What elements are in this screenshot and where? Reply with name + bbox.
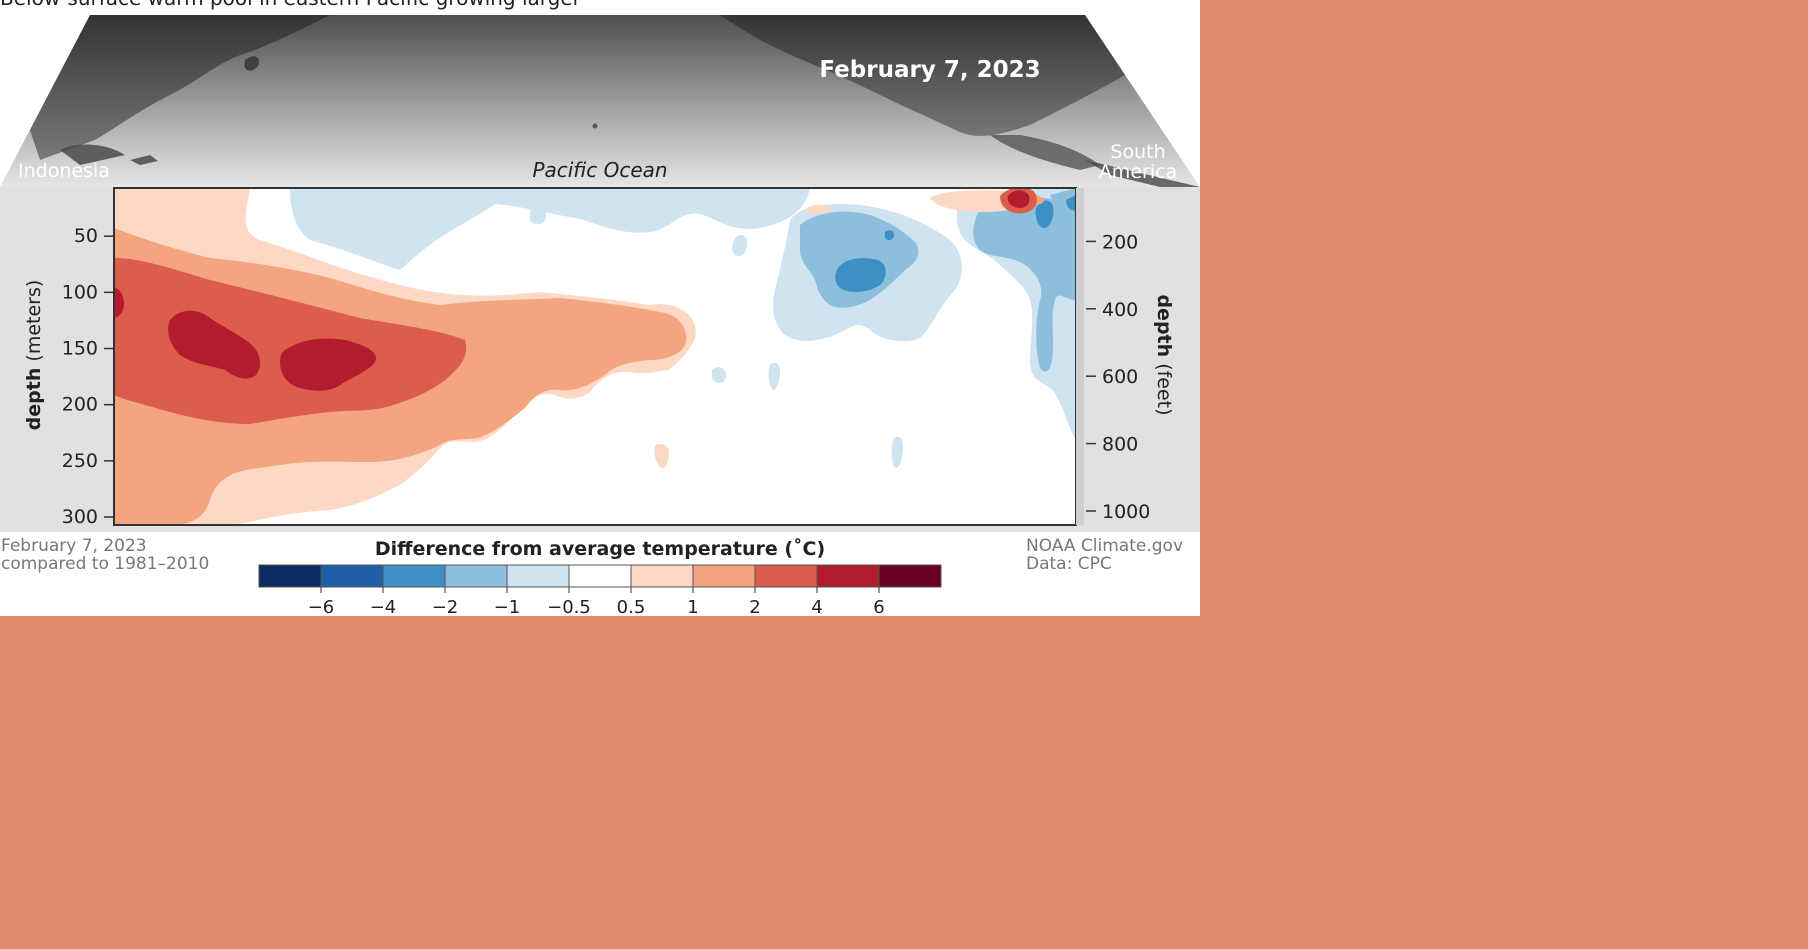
legend-label: 6 [873, 597, 884, 618]
asia-landmass [30, 15, 330, 160]
contour-neg2-east-1 [1035, 200, 1054, 229]
right-axis-tick-label: 400 [1102, 299, 1138, 321]
pacific-ocean-label: Pacific Ocean [532, 158, 667, 182]
contour-pos4-edge [114, 288, 124, 318]
legend-swatch [816, 564, 880, 588]
contour-neg05-small-4 [768, 363, 780, 390]
legend-swatch [878, 564, 942, 588]
indonesia-label: Indonesia [18, 160, 110, 182]
indonesia-islands [60, 144, 158, 165]
contour-pos4-surface [1007, 190, 1030, 208]
left-axis-tick-label: 50 [74, 225, 98, 247]
central-america-landmass [990, 135, 1100, 170]
right-axis-tick-label: 1000 [1102, 501, 1150, 523]
footer-credit: NOAA Climate.gov [1026, 536, 1183, 556]
contour-pos4-central [280, 338, 376, 391]
contour-neg05-west [290, 188, 810, 270]
legend-label: 2 [749, 597, 760, 618]
right-axis-tick-label: 600 [1102, 366, 1138, 388]
contour-neg05-small-2 [732, 234, 748, 257]
footer-baseline: compared to 1981–2010 [1, 554, 209, 574]
legend-swatch [320, 564, 384, 588]
footer-date: February 7, 2023 [1, 536, 147, 556]
map-date-label: February 7, 2023 [819, 57, 1040, 83]
figure-title: Below-surface warm pool in eastern Pacif… [0, 0, 582, 10]
contour-pos05-small-2 [654, 444, 669, 469]
left-axis-tick-label: 100 [62, 281, 98, 303]
anomaly-contours-positive [114, 187, 1044, 525]
legend-label: −0.5 [547, 597, 591, 618]
contour-neg1-east [973, 197, 1076, 372]
north-america-landmass [720, 15, 1125, 136]
contour-neg05-small-5 [891, 436, 903, 469]
legend-swatch [444, 564, 508, 588]
contour-pos05-small-1 [806, 205, 832, 214]
right-axis-title-word: depth [1153, 294, 1175, 357]
legend-swatch [382, 564, 446, 588]
south-america-label-line2: America [1099, 161, 1177, 183]
left-axis-tick-label: 250 [62, 450, 98, 472]
legend-label: −6 [308, 597, 335, 618]
right-axis-tick-label: 200 [1102, 231, 1138, 253]
legend-label: −4 [370, 597, 397, 618]
left-axis: 50 100 150 200 250 300 [62, 225, 114, 528]
south-america-label-line1: South [1110, 141, 1165, 163]
contour-neg2-east-2 [1066, 195, 1076, 211]
legend-label: 0.5 [617, 597, 646, 618]
contour-neg05-small-1 [530, 206, 546, 225]
legend-swatch [692, 564, 756, 588]
left-axis-title: depth (meters) [23, 280, 45, 431]
contour-pos4-west [168, 310, 261, 379]
legend-label: 1 [687, 597, 698, 618]
legend-labels: −6 −4 −2 −1 −0.5 0.5 1 2 4 6 [308, 587, 885, 618]
legend-swatch [754, 564, 818, 588]
right-axis-title-unit: (feet) [1153, 363, 1175, 415]
legend-swatch [630, 564, 694, 588]
right-axis-title: depth (feet) [1153, 294, 1175, 415]
legend-swatch [568, 564, 632, 588]
legend-title: Difference from average temperature (˚C) [375, 537, 825, 560]
contour-neg2-small [885, 230, 894, 241]
contour-pos2 [114, 258, 467, 424]
left-axis-title-unit: (meters) [23, 280, 45, 362]
perspective-map [0, 15, 1200, 187]
footer-source: Data: CPC [1026, 554, 1112, 574]
left-axis-tick-label: 300 [62, 506, 98, 528]
legend-colorbar [258, 564, 942, 588]
section-right-edge [1076, 188, 1084, 525]
left-axis-title-word: depth [23, 368, 45, 431]
contour-neg05-small-3 [712, 367, 726, 384]
left-axis-tick-label: 150 [62, 338, 98, 360]
japan-islands [244, 56, 260, 71]
svg-text:depth (feet): depth (feet) [1153, 294, 1175, 415]
right-axis: 200 400 600 800 1000 [1086, 231, 1150, 523]
south-america-landmass [1085, 160, 1200, 187]
ocean-section: 50 100 150 200 250 300 200 400 600 800 1000 [62, 187, 1150, 528]
legend-label: −2 [432, 597, 459, 618]
left-axis-tick-label: 200 [62, 394, 98, 416]
legend-swatch [258, 564, 322, 588]
legend-label: 4 [811, 597, 822, 618]
legend-label: −1 [494, 597, 521, 618]
svg-text:depth (meters): depth (meters) [23, 280, 45, 431]
hawaii-islands [592, 123, 598, 129]
contour-neg2-central [835, 258, 886, 292]
legend-swatch [506, 564, 570, 588]
anomaly-contours-negative [290, 188, 1076, 469]
right-axis-tick-label: 800 [1102, 434, 1138, 456]
